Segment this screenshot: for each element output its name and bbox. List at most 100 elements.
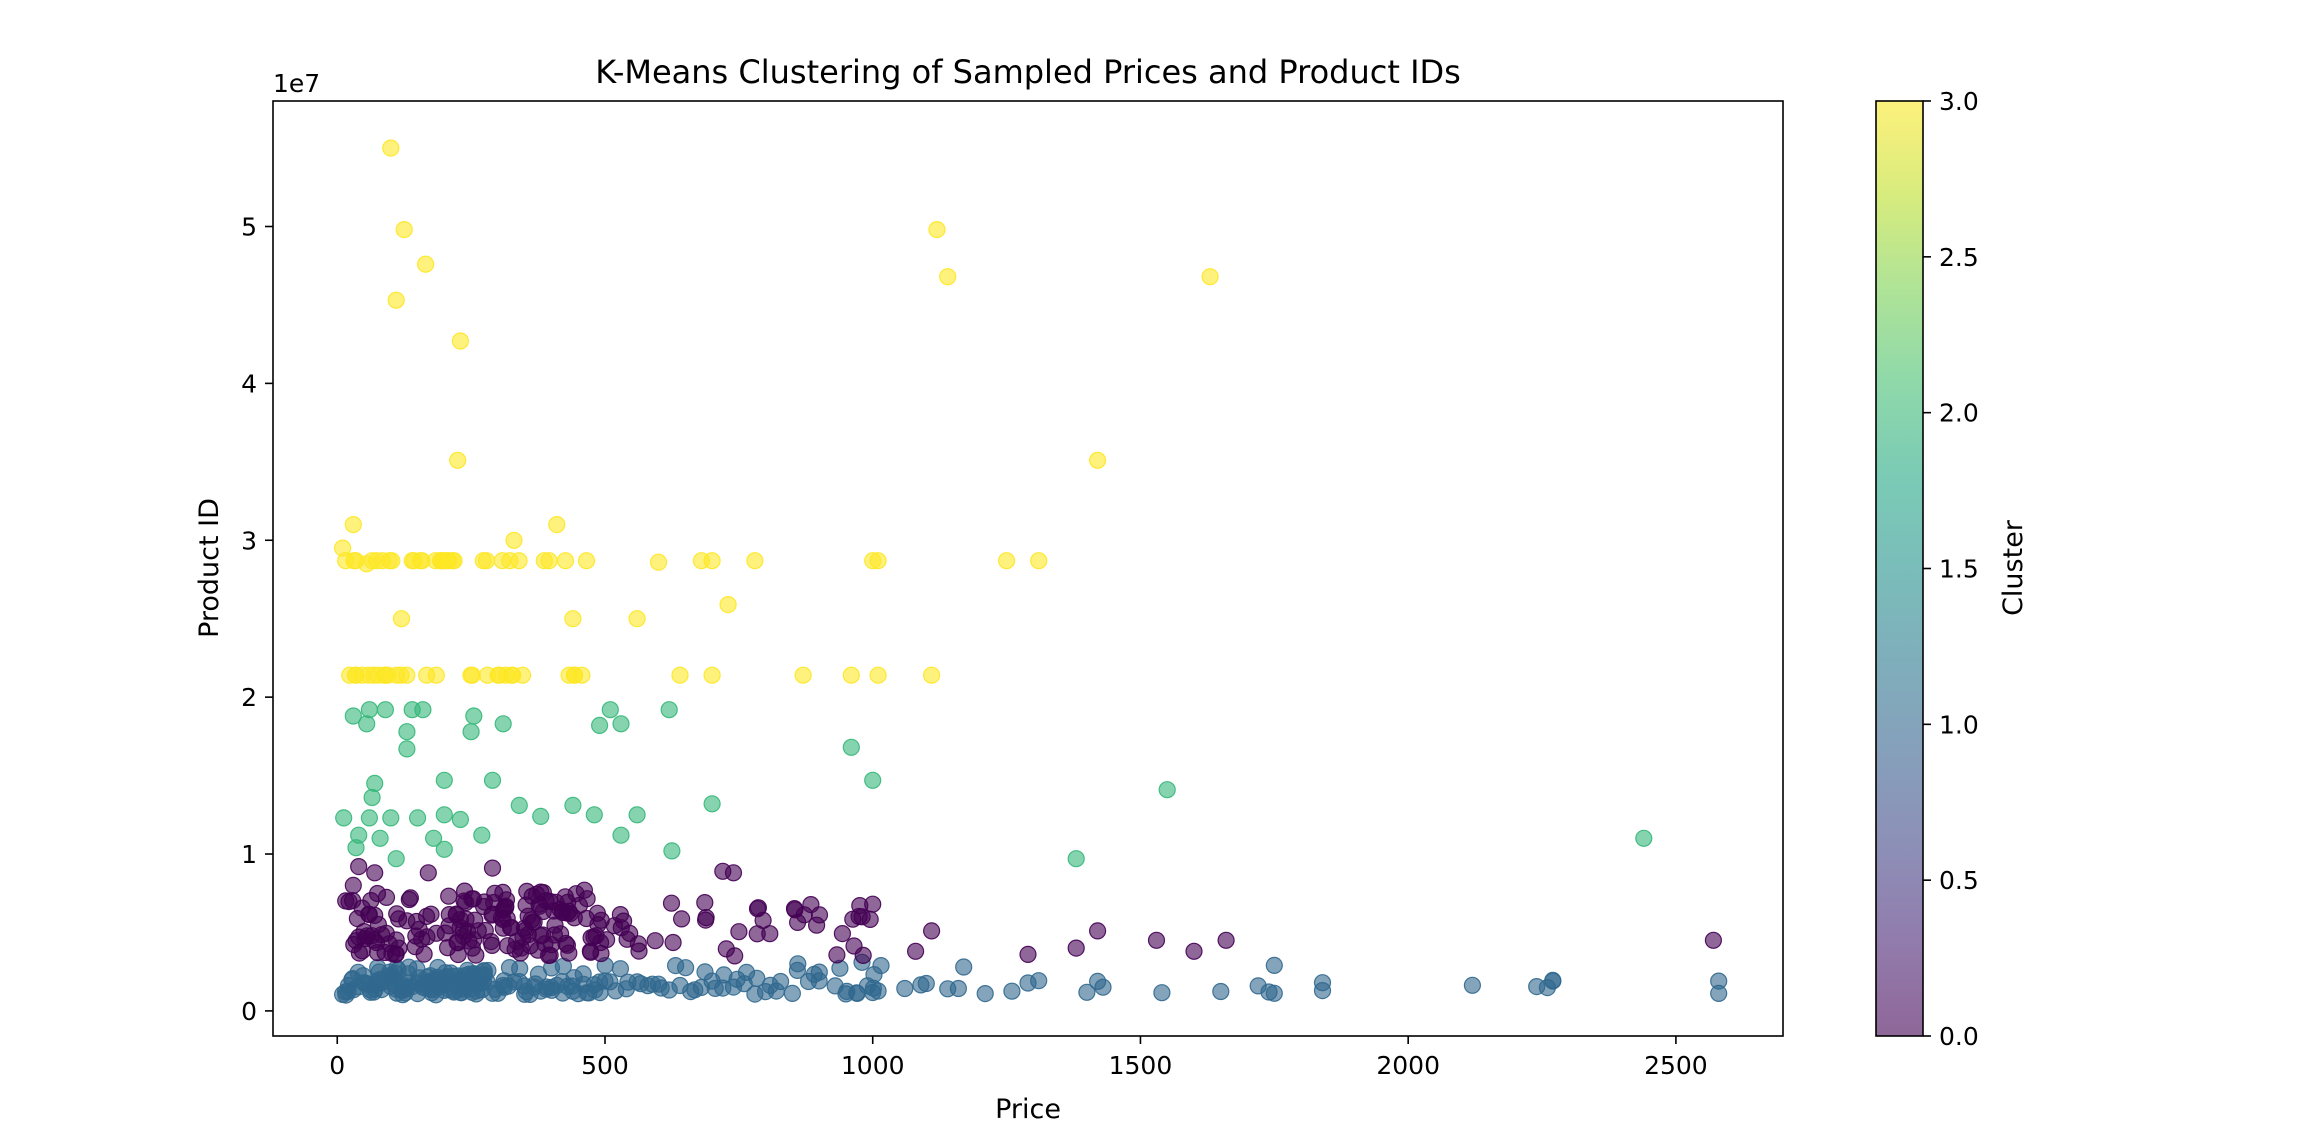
cluster-1-point [869, 982, 887, 1000]
x-tick-label: 2000 [1376, 1051, 1440, 1080]
cluster-0-point [581, 942, 600, 960]
cluster-3-point [490, 666, 509, 684]
cluster-2-point [601, 701, 619, 719]
cluster-0-point [575, 881, 594, 899]
cluster-0-point [724, 864, 743, 882]
cluster-0-point [697, 908, 715, 927]
cluster-3-point [418, 666, 436, 684]
y-tick-label: 0 [241, 997, 257, 1026]
cluster-0-point [529, 941, 547, 959]
cluster-3-point [719, 595, 737, 614]
cluster-1-point [1544, 972, 1562, 990]
cluster-0-point [597, 931, 616, 949]
cluster-0-point [467, 946, 485, 964]
y-axis-offset-label: 1e7 [273, 69, 320, 98]
cluster-0-point [1088, 922, 1107, 940]
cluster-1-point [1212, 982, 1230, 1001]
cluster-0-point [506, 940, 524, 958]
x-tick-label: 2500 [1644, 1051, 1708, 1080]
cluster-0-point [369, 915, 387, 934]
cluster-3-point [432, 552, 450, 570]
cluster-1-point [394, 986, 412, 1004]
cluster-1-point [384, 968, 402, 986]
cluster-3-point [345, 552, 363, 570]
cluster-3-point [746, 552, 764, 570]
cluster-1-point [1463, 976, 1482, 994]
cluster-1-point [1153, 984, 1171, 1002]
points-layer [334, 139, 1728, 1004]
cluster-0-point [466, 911, 484, 929]
colorbar-tick-label: 2.0 [1939, 399, 1979, 428]
cluster-0-point [406, 938, 424, 956]
y-tick-label: 4 [241, 369, 257, 398]
cluster-2-point [1158, 781, 1176, 799]
cluster-0-point [482, 932, 500, 951]
cluster-2-point [382, 809, 400, 827]
cluster-0-point [380, 935, 398, 953]
cluster-2-point [435, 840, 453, 858]
cluster-2-point [358, 715, 376, 733]
cluster-0-point [646, 932, 664, 950]
cluster-0-point [922, 922, 941, 940]
cluster-3-point [392, 610, 411, 628]
cluster-3-point [347, 666, 365, 684]
cluster-2-point [660, 701, 678, 719]
cluster-3-point [692, 552, 711, 570]
cluster-0-point [1217, 931, 1235, 949]
cluster-2-point [532, 807, 550, 826]
cluster-0-point [422, 905, 440, 923]
cluster-3-point [564, 610, 582, 628]
cluster-3-point [474, 552, 492, 570]
cluster-3-point [794, 666, 812, 684]
cluster-3-point [505, 531, 523, 549]
cluster-1-point [1313, 974, 1332, 992]
cluster-3-point [1030, 552, 1048, 570]
cluster-3-point [1201, 268, 1219, 286]
cluster-2-point [360, 809, 378, 827]
x-axis: 0 500 1000 1500 2000 2500 [329, 1036, 1708, 1080]
cluster-2-point [473, 826, 491, 844]
cluster-2-point [414, 701, 432, 719]
cluster-0-point [1185, 942, 1203, 960]
cluster-2-point [612, 715, 630, 733]
cluster-0-point [350, 857, 368, 876]
plot-frame [272, 100, 1784, 1037]
cluster-0-point [833, 924, 852, 943]
cluster-0-point [618, 930, 636, 948]
x-tick-label: 0 [329, 1051, 345, 1080]
cluster-2-point [663, 842, 681, 860]
cluster-2-point [451, 810, 469, 829]
cluster-3-point [417, 255, 435, 273]
colorbar-tick-label: 0.5 [1939, 866, 1979, 895]
cluster-1-point [1265, 956, 1283, 975]
cluster-0-point [788, 913, 807, 932]
cluster-2-point [1067, 850, 1085, 868]
cluster-2-point [435, 806, 453, 824]
cluster-0-point [515, 919, 534, 937]
cluster-3-point [939, 268, 957, 286]
cluster-0-point [534, 902, 552, 921]
cluster-1-point [789, 955, 807, 973]
cluster-1-point [949, 979, 968, 998]
cluster-0-point [362, 891, 380, 910]
cluster-1-point [1710, 972, 1728, 990]
cluster-3-point [382, 139, 400, 157]
cluster-0-point [828, 946, 846, 964]
cluster-3-point [449, 451, 467, 469]
cluster-1-point [917, 974, 935, 993]
cluster-0-point [730, 923, 748, 941]
cluster-0-point [419, 864, 437, 882]
cluster-1-point [955, 958, 973, 976]
cluster-0-point [350, 928, 368, 946]
cluster-1-point [1078, 983, 1096, 1001]
cluster-2-point [387, 850, 405, 868]
cluster-0-point [377, 888, 396, 907]
cluster-2-point [628, 806, 646, 824]
cluster-0-point [861, 910, 879, 929]
cluster-3-point [556, 552, 575, 570]
cluster-3-point [671, 666, 689, 684]
colorbar-tick-label: 0.0 [1939, 1022, 1979, 1051]
cluster-2-point [590, 716, 609, 735]
y-tick-label: 2 [241, 683, 257, 712]
